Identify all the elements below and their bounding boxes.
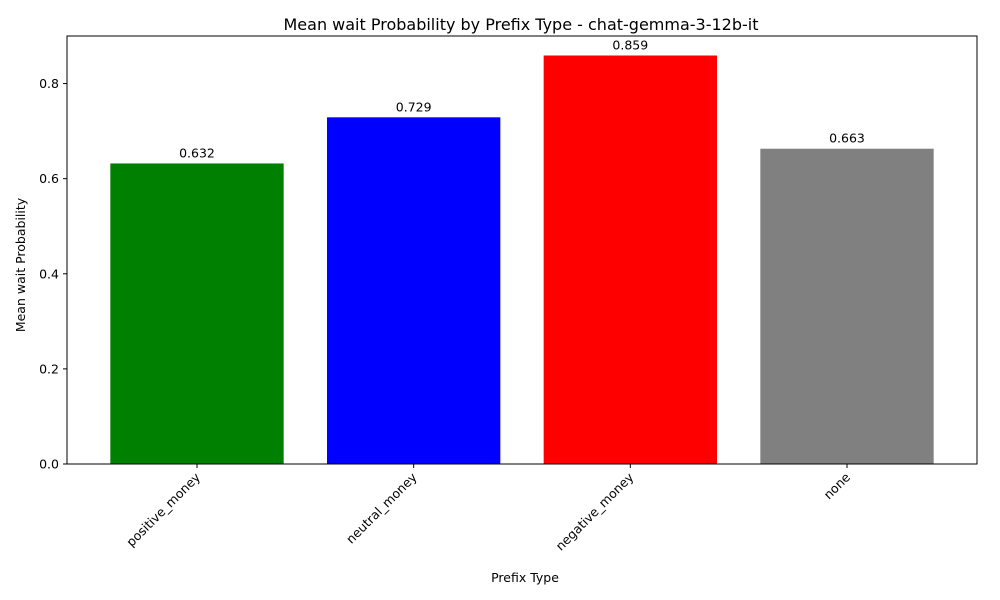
x-axis-ticks: positive_money neutral_money negative_mone… bbox=[123, 464, 853, 553]
y-tick-label: 0.8 bbox=[39, 76, 59, 91]
y-axis-label: Mean wait Probability bbox=[13, 197, 28, 332]
x-tick-label: negative_money bbox=[552, 469, 636, 553]
y-tick-label: 0.0 bbox=[39, 457, 59, 472]
y-tick-label: 0.2 bbox=[39, 361, 59, 376]
bar-none bbox=[760, 148, 934, 464]
x-tick-label: positive_money bbox=[123, 469, 203, 549]
value-label-positive_money: 0.632 bbox=[179, 145, 215, 160]
value-label-neutral_money: 0.729 bbox=[396, 99, 432, 114]
x-tick-label: none bbox=[820, 469, 853, 502]
value-labels-group: 0.632 0.729 0.859 0.663 bbox=[179, 37, 865, 160]
y-axis-ticks: 0.0 0.2 0.4 0.6 0.8 bbox=[39, 76, 67, 472]
bar-positive_money bbox=[110, 163, 284, 464]
bar-neutral_money bbox=[327, 117, 501, 464]
bars-group bbox=[110, 55, 934, 465]
plot-frame bbox=[66, 35, 978, 465]
chart-title: Mean wait Probability by Prefix Type - c… bbox=[283, 15, 758, 34]
y-tick-label: 0.6 bbox=[39, 171, 59, 186]
x-axis-label: Prefix Type bbox=[491, 570, 559, 585]
y-tick-label: 0.4 bbox=[39, 266, 59, 281]
x-tick-label: neutral_money bbox=[343, 469, 420, 546]
value-label-negative_money: 0.859 bbox=[612, 37, 648, 52]
value-label-none: 0.663 bbox=[829, 131, 865, 146]
bar-negative_money bbox=[543, 55, 717, 465]
